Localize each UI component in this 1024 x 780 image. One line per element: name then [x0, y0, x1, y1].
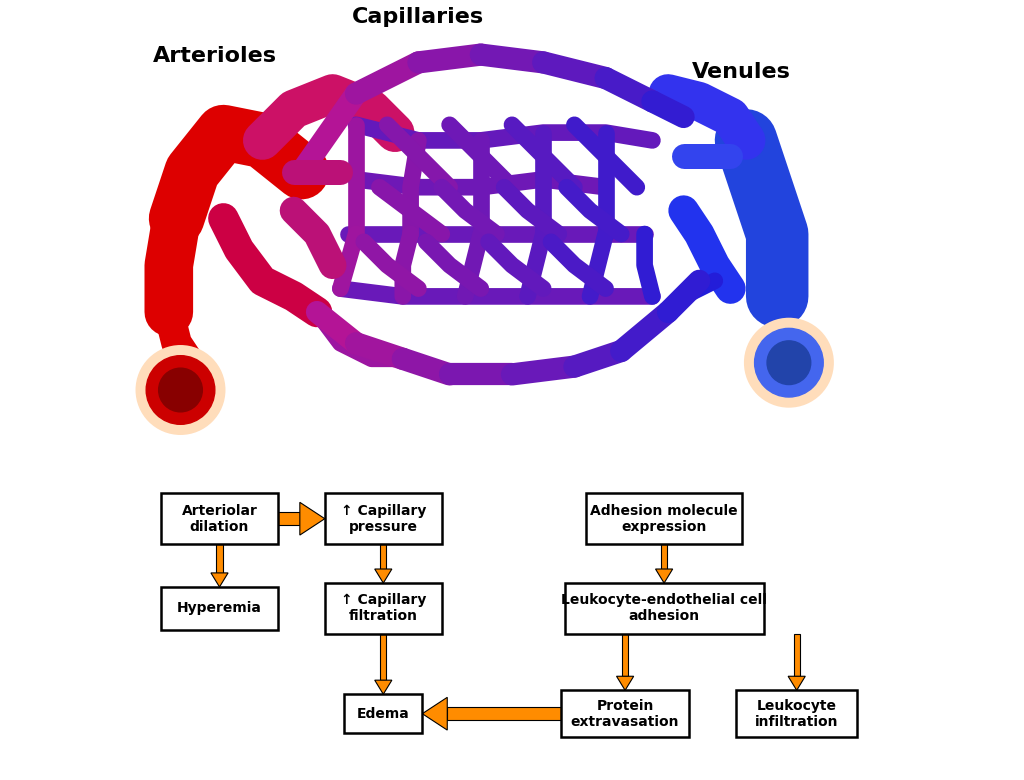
Circle shape	[137, 347, 223, 433]
Polygon shape	[375, 569, 392, 583]
Circle shape	[767, 341, 811, 385]
Polygon shape	[375, 680, 392, 694]
Text: ↑ Capillary
filtration: ↑ Capillary filtration	[341, 594, 426, 623]
FancyBboxPatch shape	[344, 694, 422, 733]
Polygon shape	[211, 573, 228, 587]
FancyBboxPatch shape	[564, 583, 764, 633]
Text: Adhesion molecule
expression: Adhesion molecule expression	[590, 504, 738, 534]
FancyBboxPatch shape	[325, 583, 441, 633]
Polygon shape	[380, 633, 386, 680]
Polygon shape	[300, 502, 325, 535]
Polygon shape	[622, 633, 628, 676]
Polygon shape	[794, 633, 800, 676]
Text: Arteriolar
dilation: Arteriolar dilation	[181, 504, 257, 534]
FancyBboxPatch shape	[586, 494, 742, 544]
FancyBboxPatch shape	[161, 494, 278, 544]
FancyBboxPatch shape	[161, 587, 278, 630]
Polygon shape	[278, 512, 300, 525]
Circle shape	[146, 356, 215, 424]
FancyBboxPatch shape	[561, 690, 689, 737]
Circle shape	[746, 320, 831, 406]
Polygon shape	[447, 707, 561, 720]
Text: Venules: Venules	[691, 62, 791, 82]
Text: ↑ Capillary
pressure: ↑ Capillary pressure	[341, 504, 426, 534]
Polygon shape	[216, 544, 222, 573]
FancyBboxPatch shape	[736, 690, 857, 737]
Text: Leukocyte
infiltration: Leukocyte infiltration	[755, 699, 839, 729]
Text: Edema: Edema	[357, 707, 410, 721]
Text: Leukocyte-endothelial cell
adhesion: Leukocyte-endothelial cell adhesion	[561, 594, 767, 623]
Circle shape	[159, 368, 203, 412]
Polygon shape	[660, 544, 668, 569]
Polygon shape	[788, 676, 805, 690]
Circle shape	[755, 328, 823, 397]
FancyBboxPatch shape	[325, 494, 441, 544]
Text: Capillaries: Capillaries	[352, 7, 484, 27]
Text: Protein
extravasation: Protein extravasation	[570, 699, 679, 729]
Text: Hyperemia: Hyperemia	[177, 601, 262, 615]
Polygon shape	[380, 544, 386, 569]
Polygon shape	[422, 697, 447, 730]
Polygon shape	[616, 676, 634, 690]
Text: Arterioles: Arterioles	[154, 46, 278, 66]
Polygon shape	[655, 569, 673, 583]
